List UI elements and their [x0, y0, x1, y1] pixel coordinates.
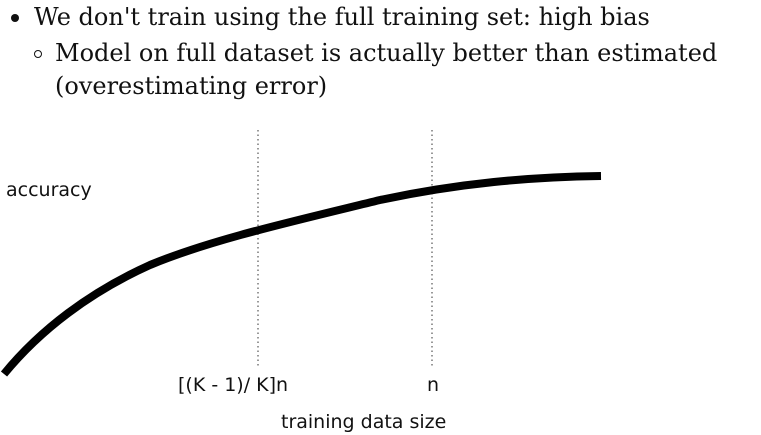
marker-k-fold-label: [(K - 1)/ K]n [178, 374, 288, 396]
sub-bullet-text-line-1: Model on full dataset is actually better… [55, 39, 718, 67]
x-axis-label: training data size [281, 411, 446, 433]
accuracy-curve [0, 172, 602, 377]
sub-bullet-circle-icon [34, 50, 42, 58]
bullet-item-text: We don't train using the full training s… [34, 3, 650, 31]
marker-n-label: n [427, 374, 439, 396]
sub-bullet-text-line-2: (overestimating error) [55, 72, 328, 100]
y-axis-label: accuracy [6, 179, 92, 201]
bullet-dot-icon [11, 14, 19, 22]
